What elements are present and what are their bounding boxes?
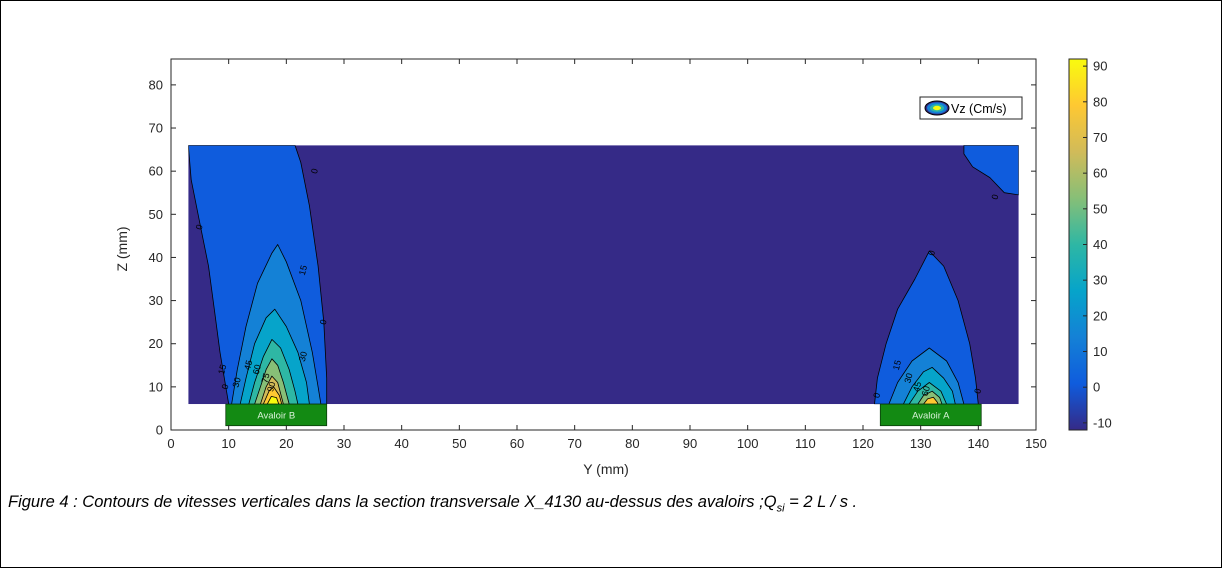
legend-contour-icon: [924, 100, 950, 116]
contour-label-18: 0: [871, 392, 882, 399]
colorbar-tick-label-3: 60: [1093, 166, 1107, 181]
x-tick-label-6: 60: [510, 436, 524, 451]
contour-label-12: 0: [990, 193, 1001, 200]
colorbar-tick-label-8: 10: [1093, 344, 1107, 359]
contour-label-1: 0: [194, 223, 205, 230]
inlet-blocks: Avaloir B Avaloir A: [225, 403, 982, 427]
legend-label: Vz (Cm/s): [951, 102, 1007, 116]
x-tick-label-14: 140: [967, 436, 989, 451]
x-tick-label-8: 80: [625, 436, 639, 451]
contour-label-9: 60: [251, 363, 263, 375]
contour-label-3: 0: [318, 318, 329, 325]
colorbar: 90 80 70 60 50 40 30 20 10 0 -10: [1068, 58, 1112, 431]
contour-label-14: 15: [891, 359, 903, 371]
x-tick-label-13: 130: [910, 436, 932, 451]
x-tick-label-1: 10: [221, 436, 235, 451]
inlet-block-1: [879, 403, 982, 427]
contour-label-10: 75: [259, 372, 271, 384]
contour-region-0-right: [874, 250, 979, 405]
y-tick-label-8: 80: [149, 77, 163, 92]
y-tick-label-0: 0: [156, 423, 163, 438]
figure-caption: Figure 4 : Contours de vitesses vertical…: [8, 492, 1220, 518]
legend: Vz (Cm/s): [919, 96, 1023, 120]
contour-label-4: 30: [297, 350, 309, 362]
x-tick-label-10: 100: [737, 436, 759, 451]
colorbar-tick-label-10: -10: [1093, 415, 1112, 430]
caption-end: = 2 L / s .: [784, 493, 858, 511]
y-tick-label-6: 60: [149, 164, 163, 179]
colorbar-tick-label-1: 80: [1093, 94, 1107, 109]
axes-box: [170, 58, 1037, 431]
colorbar-tick-label-7: 20: [1093, 308, 1107, 323]
x-tick-label-2: 20: [279, 436, 293, 451]
x-tick-label-3: 30: [337, 436, 351, 451]
x-tick-label-12: 120: [852, 436, 874, 451]
caption-text: Figure 4 : Contours de vitesses vertical…: [8, 493, 777, 511]
contour-field: [188, 145, 1019, 405]
contour-label-2: 15: [297, 264, 309, 276]
contour-label-0: 0: [309, 167, 320, 174]
colorbar-tick-label-0: 90: [1093, 59, 1107, 74]
y-axis: 0 10 20 30 40 50 60 70 80: [149, 77, 1036, 438]
contour-label-16: 45: [911, 381, 923, 393]
contour-label-15: 30: [902, 372, 914, 384]
x-tick-label-15: 150: [1025, 436, 1047, 451]
inlet-block-0: [225, 403, 328, 427]
contour-label-7: 30: [231, 376, 243, 388]
x-tick-label-9: 90: [683, 436, 697, 451]
x-axis: 0 10 20 30 40 50 60 70 80 90 100 110 120 130 140 150: [167, 59, 1047, 451]
caption-subscript: si: [776, 502, 785, 515]
contour-label-17: 60: [920, 385, 932, 397]
y-tick-label-7: 70: [149, 121, 163, 136]
colorbar-tick-label-6: 30: [1093, 273, 1107, 288]
y-axis-label: Z (mm): [114, 226, 130, 271]
colorbar-tick-label-9: 0: [1093, 380, 1100, 395]
y-tick-label-1: 10: [149, 379, 163, 394]
x-tick-label-7: 70: [567, 436, 581, 451]
x-tick-label-11: 110: [795, 436, 816, 451]
x-tick-label-0: 0: [167, 436, 174, 451]
contour-label-8: 45: [242, 359, 254, 371]
contour-label-19: 0: [972, 387, 983, 394]
inlet-label-0: Avaloir B: [257, 410, 295, 421]
inlet-label-1: Avaloir A: [912, 410, 950, 421]
y-tick-label-3: 30: [149, 293, 163, 308]
y-tick-label-5: 50: [149, 207, 163, 222]
colorbar-tick-label-2: 70: [1093, 130, 1107, 145]
colorbar-tick-label-4: 50: [1093, 201, 1107, 216]
y-tick-label-2: 20: [149, 336, 163, 351]
contour-label-5: 15: [216, 363, 228, 375]
colorbar-tick-label-5: 40: [1093, 237, 1107, 252]
contour-label-13: 0: [926, 249, 937, 256]
x-tick-label-5: 50: [452, 436, 466, 451]
contour-region-0-corner: [963, 145, 1019, 196]
contour-label-6: 0: [220, 383, 231, 390]
contour-background: [188, 145, 1019, 405]
x-axis-label: Y (mm): [583, 461, 629, 477]
contour-label-11: 90: [265, 381, 277, 393]
x-tick-label-4: 40: [394, 436, 408, 451]
y-tick-label-4: 40: [149, 250, 163, 265]
